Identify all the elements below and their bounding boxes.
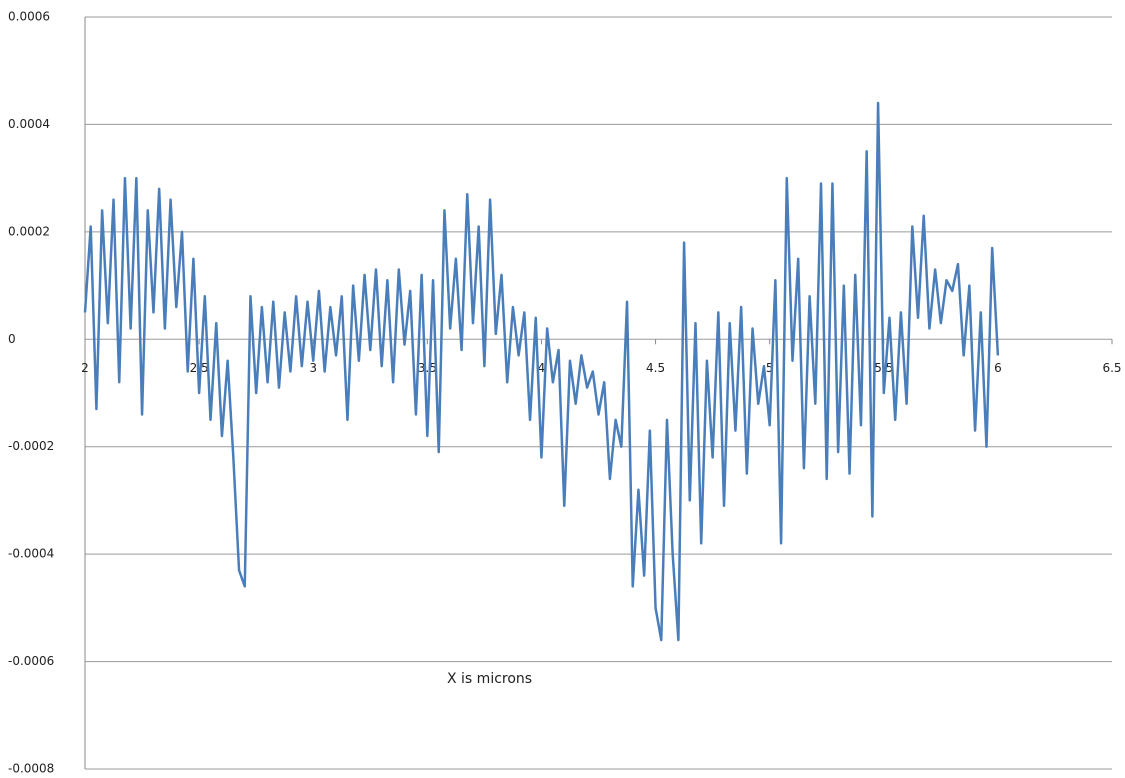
y-tick-label: -0.0006 bbox=[8, 654, 54, 668]
y-tick-label: 0 bbox=[8, 332, 16, 346]
annotation: X is microns bbox=[447, 671, 532, 687]
x-tick-label: 6.5 bbox=[1102, 361, 1121, 375]
x-tick-label: 6 bbox=[994, 361, 1002, 375]
x-tick-label: 3 bbox=[309, 361, 317, 375]
x-tick-label: 4 bbox=[538, 361, 546, 375]
y-tick-label: 0.0004 bbox=[8, 117, 50, 131]
x-tick-label: 5 bbox=[766, 361, 774, 375]
x-tick-label: 3.5 bbox=[418, 361, 437, 375]
y-tick-label: 0.0002 bbox=[8, 224, 50, 238]
y-tick-label: -0.0002 bbox=[8, 439, 54, 453]
x-tick-label: 2 bbox=[81, 361, 89, 375]
y-tick-label: 0.0006 bbox=[8, 10, 50, 24]
y-tick-label: -0.0004 bbox=[8, 547, 54, 561]
data-line bbox=[83, 101, 1000, 642]
y-tick-label: -0.0008 bbox=[8, 762, 54, 776]
x-tick-label: 4.5 bbox=[646, 361, 665, 375]
